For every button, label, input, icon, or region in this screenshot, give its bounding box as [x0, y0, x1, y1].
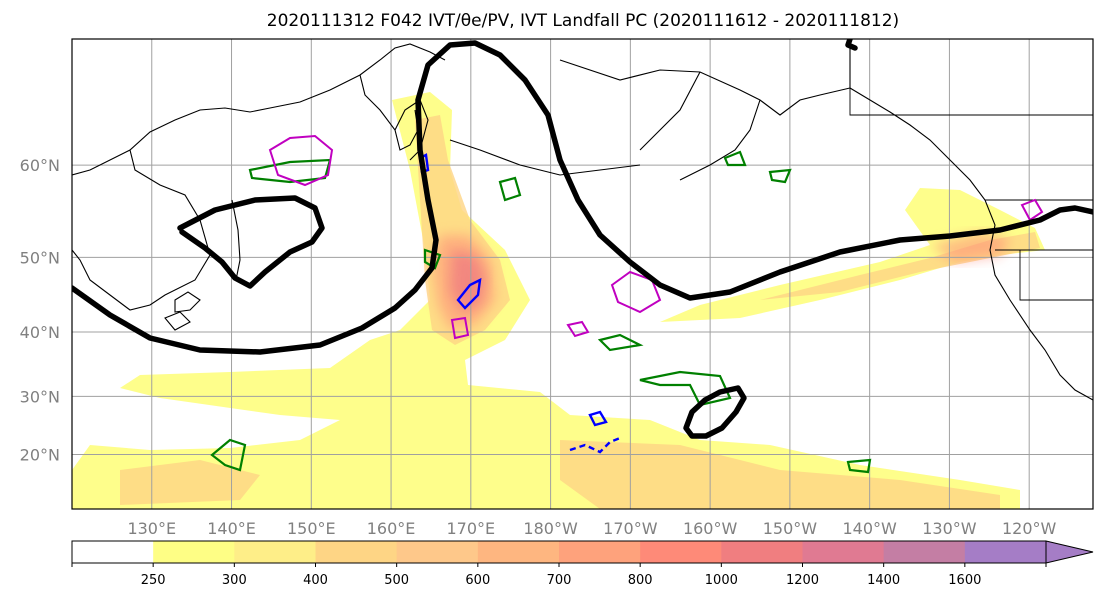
pv-contours: [210, 150, 872, 474]
coastline-alaska: [559, 39, 851, 181]
colorbar-label: 300: [222, 573, 247, 588]
map-panel: 60°N 50°N 40°N 30°N 20°N 130°E 140°E 150°E 160°…: [20, 38, 1094, 538]
us-canada-border: [849, 39, 1093, 301]
pv-contour: [846, 458, 872, 474]
colorbar-segment: [559, 541, 641, 563]
theta-e-contour: [588, 410, 608, 427]
colorbar-segment: [153, 541, 235, 563]
ivt-field-300: [120, 115, 1000, 509]
ivt-east-plume: [660, 188, 1045, 322]
pc-contour: [1020, 198, 1044, 222]
height-contour: [177, 195, 325, 289]
colorbar-label: 600: [465, 573, 490, 588]
pv-contour: [597, 333, 644, 352]
colorbar-segment: [964, 541, 1047, 563]
pc-contour: [610, 270, 662, 314]
theta-e-contour: [569, 436, 621, 454]
lon-label: 140°E: [207, 519, 256, 538]
colorbar-label: 1200: [786, 573, 819, 588]
lon-label: 140°W: [842, 519, 897, 538]
height-contour: [845, 39, 858, 51]
colorbar-segment: [802, 541, 885, 563]
height-contour: [72, 40, 1093, 355]
colorbar-label: 400: [303, 573, 328, 588]
colorbar-segment: [640, 541, 722, 563]
colorbar-label: 250: [141, 573, 166, 588]
colorbar: 250 300 400 500 600 700 800 1000 1200 1400 1600: [71, 540, 1094, 588]
ivt-field-outer: [72, 92, 1020, 509]
lon-label: 120°W: [1002, 519, 1057, 538]
height-contours: [72, 39, 1093, 439]
pv-contour: [768, 168, 792, 184]
colorbar-label: 1000: [705, 573, 738, 588]
colorbar-segment: [315, 541, 398, 563]
lat-label: 30°N: [20, 387, 60, 406]
colorbar-label: 1600: [948, 573, 981, 588]
colorbar-label: 800: [628, 573, 653, 588]
lon-label: 130°E: [127, 519, 176, 538]
pc-contour: [268, 134, 334, 187]
colorbar-label: 700: [547, 573, 572, 588]
height-contour: [683, 385, 747, 439]
lon-label: 160°W: [683, 519, 738, 538]
lat-label: 50°N: [20, 248, 60, 267]
colorbar-segment: [234, 541, 316, 563]
lon-label: 170°E: [447, 519, 496, 538]
colorbar-segment: [721, 541, 803, 563]
lon-label: 150°E: [287, 519, 336, 538]
coastline-japan: [164, 291, 201, 331]
lon-label: 170°W: [603, 519, 658, 538]
lon-label: 130°W: [922, 519, 977, 538]
pc-contour: [450, 316, 470, 340]
colorbar-segment-low: [72, 541, 154, 563]
theta-e-contour: [456, 277, 482, 310]
pv-contour: [248, 158, 332, 184]
colorbar-label: 1400: [867, 573, 900, 588]
pv-contour: [723, 150, 747, 167]
longitude-labels: 130°E 140°E 150°E 160°E 170°E 180°W 170°W 160°W…: [127, 519, 1056, 538]
aleutian-islands: [449, 139, 641, 176]
coastlines: [72, 39, 1093, 401]
colorbar-segment: [396, 541, 479, 563]
colorbar-extend-arrow: [1045, 540, 1094, 564]
lat-label: 40°N: [20, 323, 60, 342]
lon-label: 160°E: [367, 519, 416, 538]
colorbar-segment: [883, 541, 966, 563]
lon-label: 180°W: [523, 519, 578, 538]
ivt-east-core: [930, 232, 1010, 262]
map-frame: [71, 38, 1094, 510]
map-title: 2020111312 F042 IVT/θe/PV, IVT Landfall …: [267, 11, 899, 31]
coastline-sakhalin: [231, 199, 241, 281]
pc-contour: [566, 320, 590, 338]
ivt-shading: [72, 92, 1045, 509]
lat-label: 20°N: [20, 445, 60, 464]
lat-label: 60°N: [20, 156, 60, 175]
pc-contours: [268, 134, 1044, 340]
coastline-north-america: [849, 87, 1093, 401]
pv-contour: [210, 438, 247, 472]
latitude-labels: 60°N 50°N 40°N 30°N 20°N: [20, 156, 60, 464]
colorbar-label: 500: [384, 573, 409, 588]
pv-contour: [639, 370, 732, 407]
colorbar-segment: [477, 541, 560, 563]
pv-contour: [498, 176, 522, 202]
theta-e-contours: [418, 153, 621, 454]
lon-label: 150°W: [763, 519, 818, 538]
